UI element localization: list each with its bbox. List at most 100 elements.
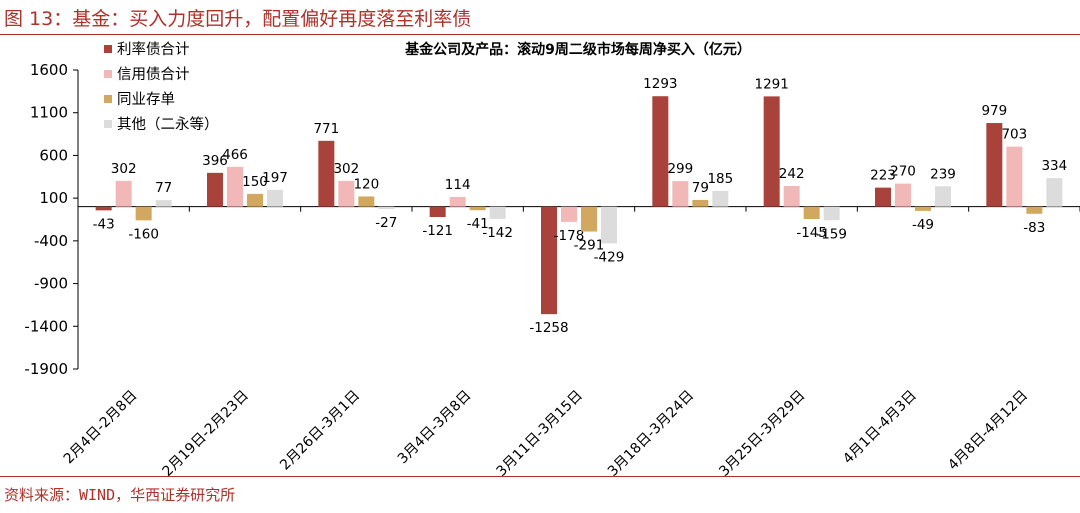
y-tick-label: -1400 — [24, 317, 68, 335]
bar — [875, 187, 891, 207]
bar — [207, 172, 223, 207]
y-tick-label: -900 — [34, 275, 68, 293]
bar — [429, 206, 446, 218]
data-label: 771 — [313, 121, 339, 137]
data-label: 120 — [353, 176, 379, 192]
x-category-label: 4月8日-4月12日 — [945, 388, 1031, 474]
top-divider — [0, 34, 1080, 35]
legend-swatch — [104, 95, 112, 103]
data-label: 1293 — [643, 76, 677, 92]
bar — [115, 180, 132, 207]
legend-label: 信用债合计 — [117, 66, 190, 83]
data-label: 197 — [262, 170, 288, 186]
data-label: 302 — [333, 161, 359, 177]
bar — [95, 206, 112, 211]
bar — [318, 140, 335, 207]
y-tick-label: 600 — [39, 146, 68, 164]
data-label: -43 — [93, 216, 115, 232]
bar — [489, 206, 506, 219]
bar — [935, 186, 951, 207]
data-label: 239 — [930, 166, 956, 182]
bar — [378, 206, 395, 209]
bar — [541, 206, 557, 315]
data-label: -83 — [1023, 220, 1045, 236]
bar — [581, 206, 597, 232]
bar — [763, 96, 780, 207]
legend-swatch — [104, 120, 112, 128]
y-tick-label: 1100 — [30, 104, 68, 122]
data-label: 703 — [1001, 127, 1027, 143]
bar — [672, 181, 689, 207]
data-label: -160 — [128, 226, 159, 242]
bar — [986, 123, 1003, 207]
data-label: 979 — [981, 103, 1007, 119]
x-category-label: 4月1日-4月3日 — [840, 388, 920, 468]
y-tick-label: -1900 — [24, 360, 68, 378]
source-note: 资料来源：WIND，华西证券研究所 — [4, 486, 236, 504]
data-label: 114 — [445, 177, 471, 193]
data-label: -49 — [912, 217, 934, 233]
x-category-label: 2月4日-2月8日 — [61, 388, 141, 468]
data-label: 223 — [870, 168, 896, 184]
bar — [135, 206, 152, 221]
data-label: -27 — [375, 215, 397, 231]
bar — [1046, 178, 1063, 207]
data-label: -291 — [574, 238, 605, 254]
x-category-label: 3月4日-3月8日 — [395, 388, 475, 468]
data-label: -121 — [422, 223, 453, 239]
bar — [449, 196, 466, 207]
bar — [338, 180, 355, 207]
y-tick-label: 100 — [39, 189, 68, 207]
data-label: -142 — [482, 225, 513, 241]
data-label: -159 — [816, 226, 847, 242]
bar — [358, 196, 375, 207]
data-label: 396 — [202, 153, 228, 169]
y-tick-label: -400 — [34, 232, 68, 250]
data-label: 242 — [779, 166, 805, 182]
x-category-label: 2月19日-2月23日 — [160, 388, 252, 476]
data-label: 270 — [890, 164, 916, 180]
bar-chart: 基金公司及产品：滚动9周二级市场每周净买入（亿元） 1600 1100 600 100… — [24, 41, 1080, 476]
data-label: 299 — [667, 161, 693, 177]
bar — [915, 206, 931, 211]
bar — [155, 200, 172, 207]
data-label: -145 — [796, 225, 827, 241]
data-label: 77 — [155, 180, 172, 196]
x-category-label: 2月26日-3月1日 — [277, 388, 363, 474]
data-label: -178 — [554, 228, 585, 244]
bar — [1006, 146, 1023, 207]
figure-title: 图 13：基金：买入力度回升，配置偏好再度落至利率债 — [4, 8, 472, 30]
bar — [267, 189, 283, 207]
data-label: -1258 — [529, 320, 568, 336]
bar — [1026, 206, 1043, 214]
legend-swatch — [104, 45, 112, 53]
data-label: 185 — [707, 171, 733, 187]
chart-subtitle: 基金公司及产品：滚动9周二级市场每周净买入（亿元） — [405, 41, 751, 58]
data-label: -41 — [467, 216, 489, 232]
bar — [783, 186, 800, 207]
bottom-divider — [0, 476, 1080, 477]
legend-label: 其他（二永等） — [117, 115, 219, 133]
bar — [652, 96, 669, 207]
x-category-label: 3月18日-3月24日 — [605, 388, 697, 476]
bar — [247, 193, 263, 207]
bar — [895, 183, 911, 207]
bar — [227, 166, 243, 207]
bar — [601, 206, 617, 244]
legend-label: 利率债合计 — [117, 41, 190, 58]
x-category-label: 3月25日-3月29日 — [716, 388, 808, 476]
bar — [692, 199, 709, 207]
bar — [803, 206, 820, 220]
bar — [823, 206, 840, 221]
y-tick-label: 1600 — [30, 61, 68, 79]
bar — [712, 190, 729, 207]
x-category-label: 3月11日-3月15日 — [494, 388, 586, 476]
legend-swatch — [104, 70, 112, 78]
data-label: 150 — [242, 174, 268, 190]
data-label: 1291 — [754, 76, 788, 92]
data-label: -429 — [594, 249, 625, 265]
data-label: 466 — [222, 147, 248, 163]
bar — [469, 206, 486, 211]
data-label: 79 — [692, 180, 709, 196]
